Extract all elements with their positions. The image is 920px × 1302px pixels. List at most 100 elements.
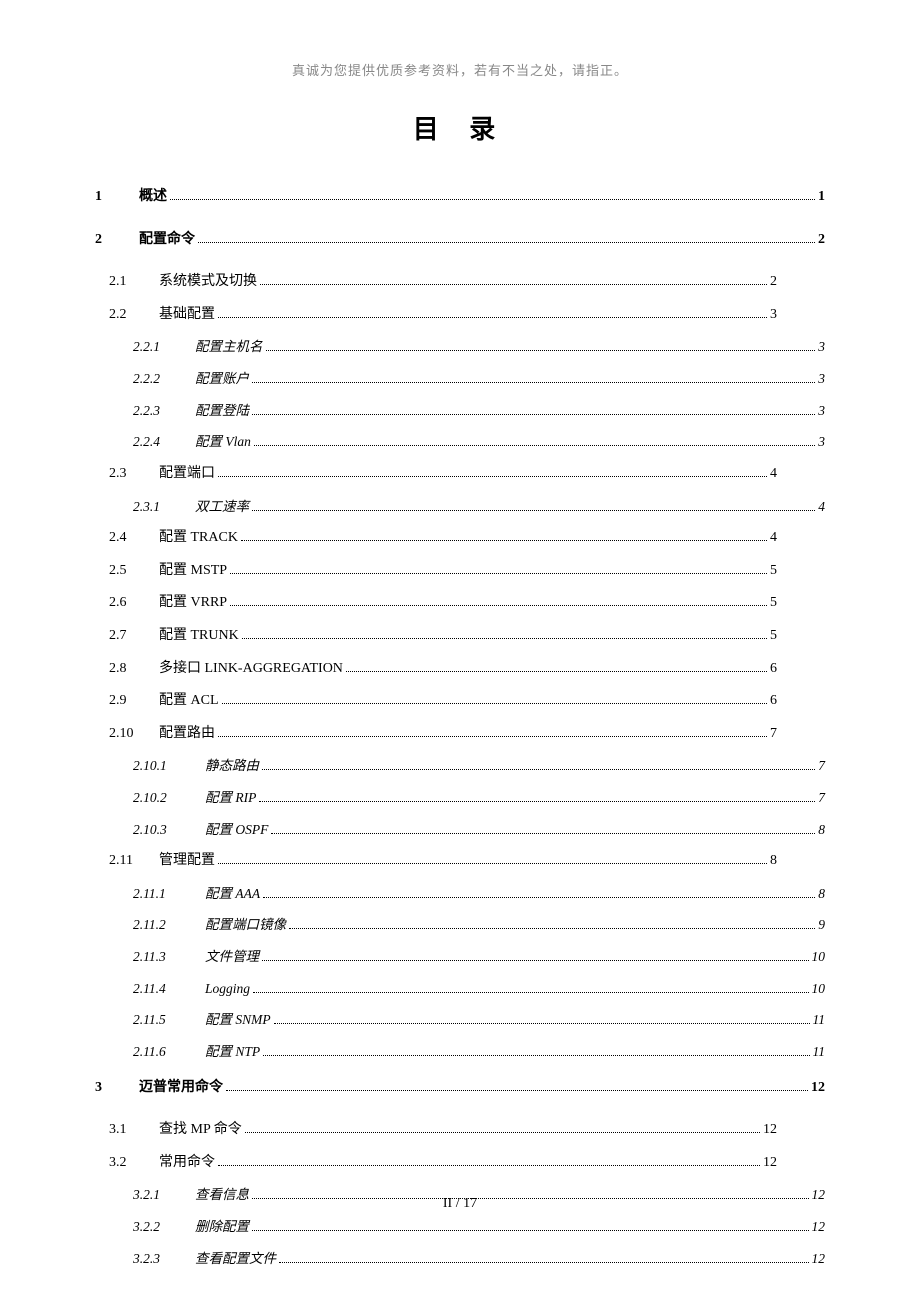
toc-entry: 2.2.2配置账户3 [95, 366, 825, 392]
toc-entry-number: 2.1 [109, 269, 143, 296]
toc-entry: 2.11 管理配置 8 [95, 848, 825, 875]
toc-entry-label: 迈普常用命令 [139, 1075, 223, 1102]
toc-entry-page: 12 [812, 1214, 826, 1240]
toc-entry: 2.11.6配置 NTP11 [95, 1039, 825, 1065]
toc-leader-dots [259, 801, 815, 802]
toc-entry: 2.10.1静态路由7 [95, 753, 825, 779]
toc-entry-label: 配置 NTP [205, 1039, 260, 1065]
toc-entry-page: 7 [770, 721, 777, 748]
toc-entry-page: 8 [770, 848, 777, 875]
toc-entry-page: 2 [818, 227, 825, 254]
toc-entry-page: 8 [818, 881, 825, 907]
toc-leader-dots [252, 1230, 809, 1231]
toc-entry-label: 配置路由 [159, 721, 215, 748]
toc-leader-dots [262, 960, 809, 961]
toc-entry-label: 配置 ACL [159, 688, 219, 715]
toc-entry-label: 常用命令 [159, 1150, 215, 1177]
toc-leader-dots [218, 1165, 760, 1166]
toc-entry-number: 2.2.4 [133, 429, 179, 455]
toc-entry-label: 配置命令 [139, 227, 195, 254]
toc-leader-dots [271, 833, 815, 834]
toc-leader-dots [279, 1262, 809, 1263]
toc-entry: 2.8多接口 LINK-AGGREGATION6 [95, 656, 825, 683]
toc-entry-label: 配置 OSPF [205, 817, 268, 843]
toc-entry-page: 3 [818, 334, 825, 360]
toc-leader-dots [242, 638, 767, 639]
toc-entry-label: 文件管理 [205, 944, 259, 970]
toc-entry-label: 配置端口镜像 [205, 912, 286, 938]
toc-entry-label: 配置 MSTP [159, 558, 227, 585]
toc-entry-label: 配置 Vlan [195, 429, 251, 455]
toc-entry-page: 3 [818, 398, 825, 424]
toc-entry: 2.1系统模式及切换2 [95, 269, 825, 296]
toc-entry-label: 管理配置 [159, 848, 215, 875]
toc-leader-dots [230, 573, 767, 574]
toc-entry-page: 10 [812, 976, 826, 1002]
toc-entry-number: 3.2.2 [133, 1214, 179, 1240]
toc-entry-page: 4 [818, 494, 825, 520]
toc-entry: 2.2.1配置主机名3 [95, 334, 825, 360]
toc-entry-number: 2 [95, 227, 123, 254]
toc-entry: 2.11.4Logging10 [95, 976, 825, 1002]
toc-entry-label: 多接口 LINK-AGGREGATION [159, 656, 343, 683]
toc-leader-dots [218, 736, 767, 737]
toc-entry-number: 2.11.1 [133, 881, 189, 907]
toc-entry: 2.11.2配置端口镜像9 [95, 912, 825, 938]
toc-leader-dots [218, 317, 767, 318]
toc-leader-dots [260, 284, 767, 285]
header-note: 真诚为您提供优质参考资料，若有不当之处，请指正。 [95, 60, 825, 79]
toc-leader-dots [252, 510, 815, 511]
toc-entry-label: 删除配置 [195, 1214, 249, 1240]
toc-leader-dots [252, 414, 815, 415]
toc-entry-number: 2.5 [109, 558, 143, 585]
toc-entry-label: 配置 SNMP [205, 1007, 271, 1033]
toc-entry: 3.2常用命令12 [95, 1150, 825, 1177]
toc-entry-number: 2.11.3 [133, 944, 189, 970]
toc-entry-page: 5 [770, 623, 777, 650]
toc-entry: 2.7配置 TRUNK5 [95, 623, 825, 650]
toc-leader-dots [254, 445, 815, 446]
toc-leader-dots [289, 928, 815, 929]
toc-entry-number: 2.11.5 [133, 1007, 189, 1033]
toc-entry-page: 2 [770, 269, 777, 296]
toc-entry-label: 配置端口 [159, 461, 215, 488]
toc-entry-number: 2.11.4 [133, 976, 189, 1002]
toc-entry-page: 6 [770, 688, 777, 715]
toc-leader-dots [262, 769, 815, 770]
toc-entry-page: 12 [812, 1246, 826, 1272]
toc-entry-label: 配置登陆 [195, 398, 249, 424]
toc-leader-dots [222, 703, 768, 704]
toc-entry-label: 配置 VRRP [159, 590, 227, 617]
toc-entry-page: 5 [770, 558, 777, 585]
toc-entry: 2.10.2配置 RIP7 [95, 785, 825, 811]
toc-entry-number: 2.11 [109, 848, 143, 875]
toc-entry-page: 11 [813, 1039, 826, 1065]
toc-entry-number: 2.8 [109, 656, 143, 683]
toc-entry-number: 2.2.2 [133, 366, 179, 392]
toc-entry-label: 配置 AAA [205, 881, 260, 907]
toc-entry: 2.11.5 配置 SNMP 11 [95, 1007, 825, 1033]
toc-entry-page: 5 [770, 590, 777, 617]
toc-entry-number: 2.10.1 [133, 753, 189, 779]
toc-entry: 2.2基础配置3 [95, 302, 825, 329]
toc-entry-page: 7 [818, 753, 825, 779]
toc-entry: 3.2.3查看配置文件12 [95, 1246, 825, 1272]
page-footer: II / 17 [0, 1196, 920, 1212]
toc-entry-page: 11 [813, 1007, 826, 1033]
toc-entry-label: 配置 TRACK [159, 525, 238, 552]
toc-leader-dots [346, 671, 767, 672]
toc-entry: 2.3.1双工速率4 [95, 494, 825, 520]
toc-entry-number: 3.2 [109, 1150, 143, 1177]
toc-entry-page: 12 [811, 1075, 825, 1102]
toc-entry: 1概述1 [95, 184, 825, 211]
toc-leader-dots [198, 242, 815, 243]
toc-entry-number: 2.3.1 [133, 494, 179, 520]
toc-entry: 3.2.2 删除配置 12 [95, 1214, 825, 1240]
toc-entry: 2.10.3配置 OSPF8 [95, 817, 825, 843]
toc-entry-number: 3.1 [109, 1117, 143, 1144]
toc-entry-page: 3 [818, 366, 825, 392]
toc-leader-dots [241, 540, 767, 541]
table-of-contents: 1概述12配置命令22.1系统模式及切换22.2基础配置32.2.1配置主机名3… [95, 184, 825, 1271]
toc-leader-dots [263, 897, 815, 898]
toc-leader-dots [263, 1055, 809, 1056]
